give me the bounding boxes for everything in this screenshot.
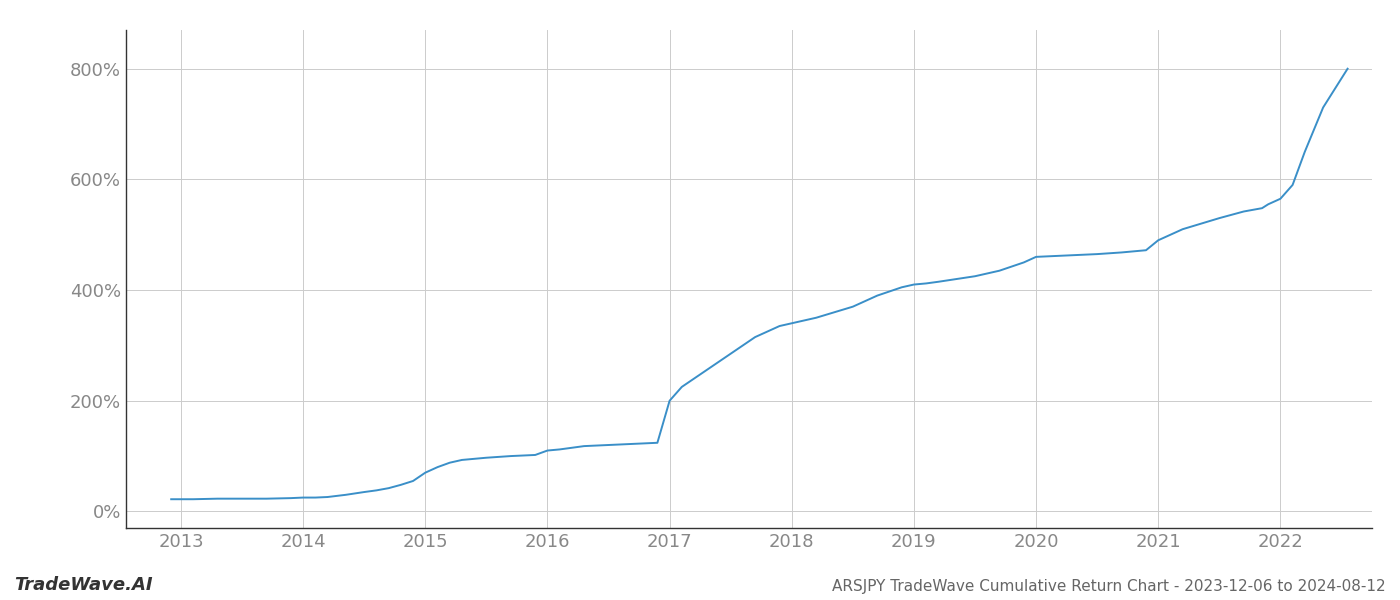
Text: TradeWave.AI: TradeWave.AI (14, 576, 153, 594)
Text: ARSJPY TradeWave Cumulative Return Chart - 2023-12-06 to 2024-08-12: ARSJPY TradeWave Cumulative Return Chart… (833, 579, 1386, 594)
